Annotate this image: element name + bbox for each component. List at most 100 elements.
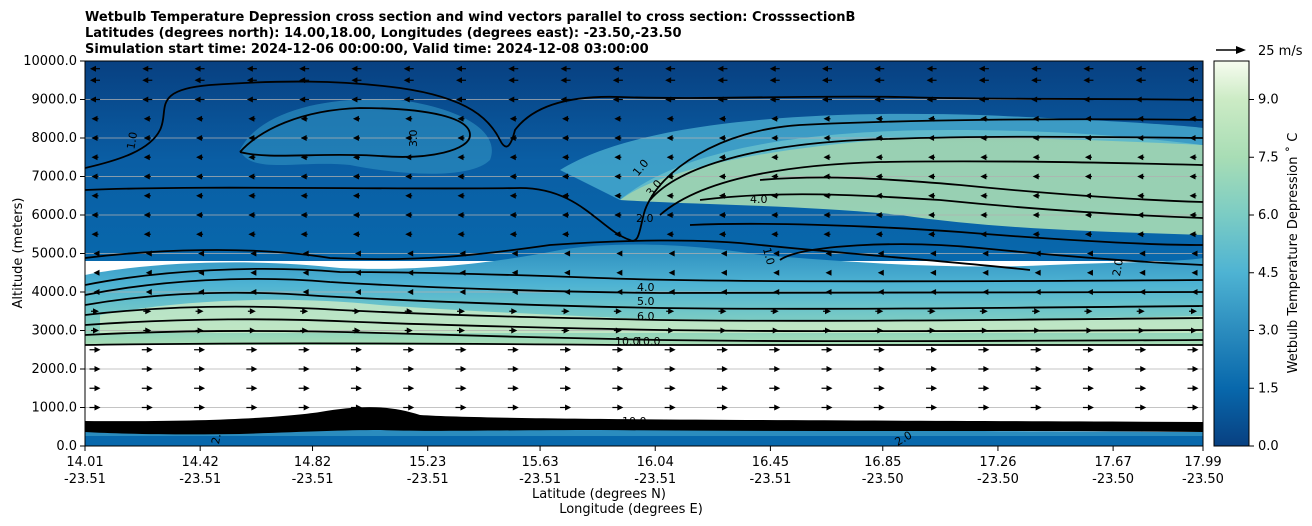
- y-tick-label: 6000.0: [32, 208, 78, 223]
- wind-vector-arrow-icon: [1191, 289, 1198, 295]
- wind-vector-arrow-icon: [1086, 269, 1093, 276]
- x-tick-label-lon: -23.50: [977, 472, 1019, 487]
- colorbar-tick-label: 4.5: [1258, 266, 1279, 281]
- y-tick-label: 8000.0: [32, 131, 78, 146]
- wind-vector-arrow-icon: [926, 366, 938, 372]
- wind-vector-arrow-icon: [407, 289, 414, 295]
- wind-vector-arrow-icon: [509, 154, 517, 161]
- wind-vector-arrow-icon: [562, 231, 570, 238]
- wind-vector-arrow-icon: [457, 231, 465, 238]
- wind-vector-arrow-icon: [511, 250, 518, 257]
- wind-vector-arrow-icon: [246, 366, 258, 372]
- wind-vector-arrow-icon: [562, 173, 570, 180]
- wind-vector-arrow-icon: [1189, 115, 1197, 122]
- wind-vector-arrow-icon: [821, 423, 833, 430]
- wind-vector-arrow-icon: [823, 327, 831, 334]
- wind-vector-arrow-icon: [354, 269, 361, 276]
- wind-vector-arrow-icon: [196, 173, 204, 180]
- wind-vector-arrow-icon: [877, 250, 884, 257]
- wind-vector-arrow-icon: [716, 404, 728, 411]
- wind-vector-arrow-icon: [877, 269, 884, 276]
- wind-vector-arrow-icon: [248, 173, 256, 180]
- wind-vector-arrow-icon: [1086, 289, 1093, 295]
- wind-vector-arrow-icon: [560, 385, 572, 392]
- wind-vector-arrow-icon: [666, 192, 674, 199]
- contour-line: [85, 267, 1203, 286]
- wind-vector-arrow-icon: [613, 327, 622, 334]
- wind-vector-arrow-icon: [1030, 385, 1042, 392]
- wind-vector-arrow-icon: [769, 366, 781, 372]
- wind-vector-arrow-icon: [720, 269, 727, 276]
- wind-vector-arrow-icon: [90, 65, 100, 72]
- wind-vector-arrow-icon: [247, 308, 256, 315]
- wind-vector-arrow-icon: [562, 212, 570, 218]
- wind-vector-arrow-icon: [1031, 77, 1042, 84]
- wind-vector-arrow-icon: [877, 289, 884, 295]
- wind-vector-arrow-icon: [612, 65, 623, 72]
- wind-vector-arrow-icon: [298, 346, 310, 353]
- wind-vector-arrow-icon: [196, 115, 204, 122]
- wind-vector-arrow-icon: [1034, 269, 1041, 276]
- wind-vector-arrow-icon: [873, 385, 885, 392]
- wind-vector-arrow-icon: [298, 423, 310, 430]
- wind-vector-arrow-icon: [1139, 269, 1146, 276]
- wind-vector-arrow-icon: [717, 77, 728, 84]
- wind-vector-arrow-icon: [1139, 250, 1146, 257]
- wind-vector-arrow-icon: [616, 289, 623, 295]
- wind-vector-arrow-icon: [194, 404, 206, 411]
- wind-vector-arrow-icon: [613, 308, 622, 315]
- wind-vector-arrow-icon: [825, 250, 832, 257]
- wind-vector-arrow-icon: [928, 231, 936, 238]
- wind-vector-arrow-icon: [403, 366, 415, 372]
- wind-vector-arrow-icon: [143, 154, 151, 161]
- wind-vector-arrow-icon: [300, 212, 308, 218]
- wind-vector-arrow-icon: [616, 250, 623, 257]
- wind-vector-arrow-icon: [666, 308, 675, 315]
- wind-vector-arrow-icon: [980, 231, 988, 238]
- upper-right-moist-core: [620, 130, 1203, 235]
- wind-vector-arrow-icon: [560, 423, 572, 430]
- wind-vector-arrow-icon: [823, 212, 831, 218]
- wind-vector-arrow-icon: [509, 308, 518, 315]
- wind-vector-arrow-icon: [350, 346, 362, 353]
- colorbar-label: Wetbulb Temperature Depression ˚ C: [1285, 133, 1301, 374]
- wind-vector-arrow-icon: [354, 250, 361, 257]
- y-tick-label: 5000.0: [32, 247, 78, 262]
- wind-vector-arrow-icon: [873, 423, 885, 430]
- wind-vector-arrow-icon: [1084, 173, 1092, 180]
- y-tick-label: 1000.0: [32, 401, 78, 416]
- wind-vector-arrow-icon: [1084, 212, 1092, 218]
- y-axis-label: Altitude (meters): [11, 198, 26, 309]
- wind-vector-arrow-icon: [456, 65, 466, 72]
- wind-vector-arrow-icon: [980, 192, 988, 199]
- wind-vector-arrow-icon: [246, 423, 258, 430]
- wind-vector-arrow-icon: [196, 154, 204, 161]
- wind-vector-arrow-icon: [822, 96, 832, 103]
- x-tick-label-lat: 16.45: [752, 455, 789, 470]
- wind-vector-arrow-icon: [1084, 115, 1092, 122]
- wind-vector-arrow-icon: [875, 154, 883, 161]
- wind-vector-arrow-icon: [564, 269, 571, 276]
- wind-vector-arrow-icon: [718, 308, 727, 315]
- wind-vector-arrow-icon: [195, 308, 204, 315]
- wind-vector-arrow-icon: [93, 250, 100, 257]
- wind-vector-arrow-icon: [352, 308, 361, 315]
- wind-vector-arrow-icon: [980, 115, 988, 122]
- wind-vector-arrow-icon: [250, 250, 257, 257]
- wind-vector-arrow-icon: [1083, 77, 1094, 84]
- wind-vector-arrow-icon: [142, 65, 153, 72]
- wind-vector-arrow-icon: [198, 289, 205, 295]
- wind-vector-arrow-icon: [720, 289, 727, 295]
- wind-vector-arrow-icon: [1135, 65, 1146, 72]
- contour-line: [699, 193, 1203, 219]
- y-tick-label: 3000.0: [32, 324, 78, 339]
- wind-vector-arrow-icon: [403, 423, 415, 430]
- wind-vector-arrow-icon: [560, 96, 571, 103]
- wind-vector-arrow-icon: [874, 65, 885, 72]
- contour-label: 6.0: [637, 310, 655, 323]
- wind-vector-arrow-icon: [300, 231, 308, 238]
- wind-vector-arrow-icon: [405, 173, 413, 180]
- wind-vector-arrow-icon: [668, 289, 675, 295]
- x-tick-label-lon: -23.50: [862, 472, 904, 487]
- colorbar-tick-label: 6.0: [1258, 208, 1279, 223]
